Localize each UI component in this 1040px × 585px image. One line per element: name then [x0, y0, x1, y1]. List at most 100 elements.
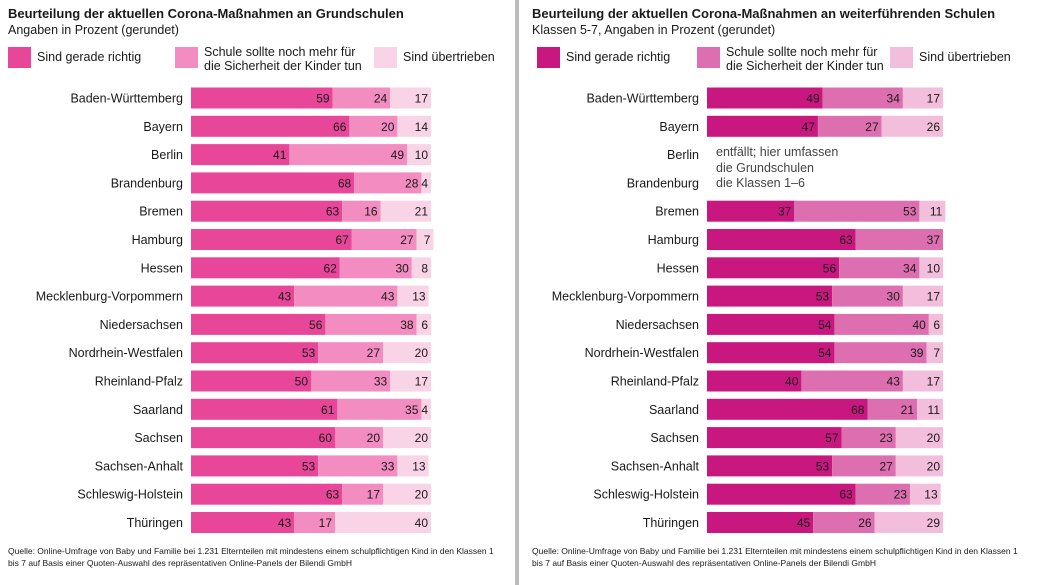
left-bar-uebertrieben-hessen: [411, 257, 431, 279]
left-panel: Beurteilung der aktuellen Corona-Maßnahm…: [0, 0, 512, 585]
left-bar-mehr-schleswig-holstein: [342, 483, 383, 505]
right-bar-chart: Baden-Württemberg 49 34 17 Bayern 47 27 26 Berli…: [552, 87, 946, 533]
left-bar-richtig-niedersachsen: [191, 313, 326, 335]
left-bar-richtig-sachsen-anhalt: [191, 455, 319, 477]
right-bar-uebertrieben-sachsen-anhalt: [895, 455, 943, 477]
right-bar-richtig-saarland: [707, 398, 868, 420]
right-bar-mehr-schleswig-holstein: [855, 483, 910, 505]
left-value-label-uebertrieben-baden-wuerttemberg: 17: [415, 92, 429, 106]
right-value-label-uebertrieben-saarland: 11: [928, 403, 941, 417]
left-bar-mehr-nordrhein-westfalen: [318, 342, 383, 364]
right-category-label-saarland: Saarland: [649, 403, 699, 417]
left-value-label-mehr-bremen: 16: [364, 205, 378, 219]
left-value-label-richtig-saarland: 61: [321, 403, 335, 417]
left-category-label-berlin: Berlin: [151, 148, 183, 162]
right-bar-uebertrieben-hessen: [919, 257, 943, 279]
left-bar-richtig-baden-wuerttemberg: [191, 87, 333, 109]
left-value-label-richtig-hamburg: 67: [335, 233, 349, 247]
left-value-label-uebertrieben-bremen: 21: [415, 205, 429, 219]
left-legend-label-mehr: Schule sollte noch mehr für die Sicherhe…: [204, 45, 362, 73]
right-bar-richtig-niedersachsen: [707, 313, 835, 335]
note-line-1: entfällt; hier umfassen: [716, 145, 839, 159]
right-bar-richtig-sachsen: [707, 427, 842, 449]
left-legend-text-richtig: Sind gerade richtig: [37, 50, 142, 64]
left-legend-swatch-uebertrieben: [374, 47, 397, 68]
left-value-label-mehr-sachsen: 20: [367, 431, 381, 445]
left-bar-richtig-bremen: [191, 200, 343, 222]
left-value-label-richtig-berlin: 41: [273, 148, 287, 162]
left-value-label-richtig-bayern: 66: [333, 120, 347, 134]
right-value-label-mehr-baden-wuerttemberg: 34: [887, 92, 901, 106]
left-category-label-mecklenburg-vorpommern: Mecklenburg-Vorpommern: [36, 290, 183, 304]
left-bar-mehr-bremen: [342, 200, 381, 222]
right-value-label-uebertrieben-bayern: 26: [927, 120, 941, 134]
left-category-label-baden-wuerttemberg: Baden-Württemberg: [70, 92, 183, 106]
right-value-label-mehr-bremen: 53: [903, 205, 917, 219]
right-legend-text-richtig: Sind gerade richtig: [566, 50, 671, 64]
right-value-label-mehr-sachsen-anhalt: 27: [879, 459, 893, 473]
left-bar-uebertrieben-mecklenburg-vorpommern: [397, 285, 429, 307]
right-category-label-schleswig-holstein: Schleswig-Holstein: [593, 488, 699, 502]
left-bar-mehr-thueringen: [294, 512, 335, 533]
right-bar-uebertrieben-sachsen: [895, 427, 943, 449]
right-value-label-uebertrieben-bremen: 11: [930, 205, 943, 219]
right-legend-text-mehr-2: die Sicherheit der Kinder tun: [726, 59, 884, 73]
right-value-label-richtig-baden-wuerttemberg: 49: [806, 92, 820, 106]
right-category-label-brandenburg: Brandenburg: [627, 176, 699, 190]
left-value-label-mehr-baden-wuerttemberg: 24: [374, 92, 388, 106]
right-category-label-rheinland-pfalz: Rheinland-Pfalz: [611, 375, 699, 389]
left-bar-uebertrieben-nordrhein-westfalen: [383, 342, 431, 364]
right-value-label-richtig-sachsen: 57: [825, 431, 839, 445]
right-value-label-richtig-nordrhein-westfalen: 54: [818, 346, 832, 360]
left-category-label-saarland: Saarland: [133, 403, 183, 417]
left-value-label-uebertrieben-mecklenburg-vorpommern: 13: [412, 290, 426, 304]
right-value-label-uebertrieben-niedersachsen: 6: [933, 318, 940, 332]
left-category-label-brandenburg: Brandenburg: [111, 176, 183, 190]
left-value-label-mehr-saarland: 35: [405, 403, 419, 417]
right-bar-mehr-thueringen: [813, 512, 875, 533]
left-value-label-mehr-hamburg: 27: [400, 233, 414, 247]
left-bar-mehr-niedersachsen: [325, 313, 417, 335]
left-bar-mehr-berlin: [289, 144, 407, 166]
left-value-label-richtig-rheinland-pfalz: 50: [295, 375, 309, 389]
right-value-label-richtig-bayern: 47: [802, 120, 816, 134]
right-bar-mehr-niedersachsen: [834, 313, 929, 335]
right-bar-uebertrieben-baden-wuerttemberg: [902, 87, 943, 109]
right-bar-richtig-schleswig-holstein: [707, 483, 856, 505]
right-value-label-mehr-hessen: 34: [903, 261, 917, 275]
left-bar-mehr-sachsen: [335, 427, 383, 449]
right-value-label-uebertrieben-schleswig-holstein: 13: [924, 488, 938, 502]
right-value-label-mehr-thueringen: 26: [858, 516, 872, 530]
left-bar-mehr-bayern: [349, 115, 398, 137]
left-bar-richtig-rheinland-pfalz: [191, 370, 311, 392]
right-chart-title: Beurteilung der aktuellen Corona-Maßnahm…: [532, 6, 996, 21]
right-bar-uebertrieben-bayern: [881, 115, 943, 137]
right-panel: Beurteilung der aktuellen Corona-Maßnahm…: [524, 0, 1040, 585]
left-bar-richtig-brandenburg: [191, 172, 355, 194]
right-value-label-richtig-hessen: 56: [823, 261, 837, 275]
right-category-label-baden-wuerttemberg: Baden-Württemberg: [586, 92, 699, 106]
right-bar-richtig-mecklenburg-vorpommern: [707, 285, 833, 307]
left-bar-uebertrieben-schleswig-holstein: [383, 483, 431, 505]
right-bar-richtig-nordrhein-westfalen: [707, 342, 835, 364]
right-source-note: Quelle: Online-Umfrage von Baby und Fami…: [532, 546, 1018, 568]
left-bar-richtig-hessen: [191, 257, 340, 279]
right-legend-swatch-mehr: [697, 47, 720, 68]
left-value-label-mehr-schleswig-holstein: 17: [367, 488, 381, 502]
right-bar-richtig-rheinland-pfalz: [707, 370, 802, 392]
right-value-label-richtig-sachsen-anhalt: 53: [816, 459, 830, 473]
right-bar-mehr-sachsen-anhalt: [832, 455, 896, 477]
right-value-label-mehr-nordrhein-westfalen: 39: [910, 346, 924, 360]
right-value-label-uebertrieben-sachsen-anhalt: 20: [927, 459, 941, 473]
left-category-label-schleswig-holstein: Schleswig-Holstein: [77, 488, 183, 502]
left-bar-chart: Baden-Württemberg 59 24 17 Bayern 66 20 14 Berli…: [36, 87, 434, 533]
left-legend-swatch-richtig: [8, 47, 31, 68]
left-value-label-mehr-bayern: 20: [381, 120, 395, 134]
left-bar-uebertrieben-bayern: [397, 115, 431, 137]
right-value-label-richtig-schleswig-holstein: 63: [839, 488, 853, 502]
panel-divider: [515, 0, 519, 585]
left-value-label-uebertrieben-rheinland-pfalz: 17: [415, 375, 429, 389]
right-value-label-uebertrieben-sachsen: 20: [927, 431, 941, 445]
left-value-label-mehr-hessen: 30: [395, 261, 409, 275]
left-value-label-richtig-niedersachsen: 56: [309, 318, 323, 332]
